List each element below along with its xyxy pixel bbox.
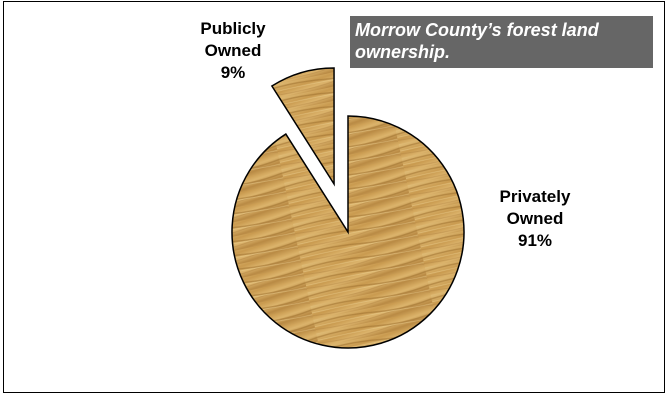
slice-label-publicly-owned: Publicly Owned 9% [200, 19, 266, 82]
pie-slice-privately-owned [231, 115, 465, 349]
chart-title: Morrow County’s forest land ownership. [350, 16, 653, 68]
pie-slice-publicly-owned [270, 67, 335, 187]
slice-label-privately-owned: Privately Owned 91% [499, 187, 571, 250]
